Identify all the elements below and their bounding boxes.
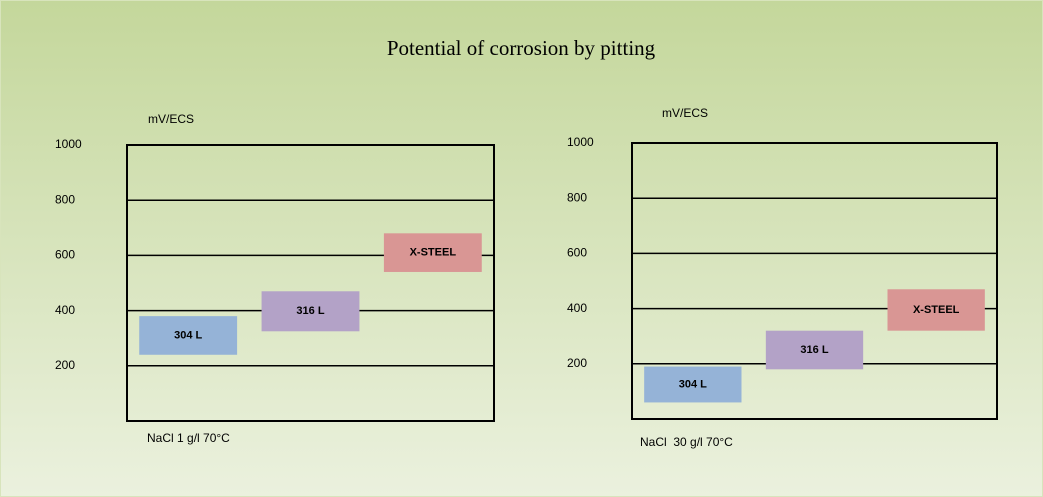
- y-tick-label: 800: [55, 192, 75, 206]
- bar-label: 304 L: [679, 378, 707, 390]
- y-tick-label: 800: [567, 190, 587, 204]
- y-axis-label: mV/ECS: [662, 106, 708, 120]
- bar-label: 316 L: [296, 305, 324, 317]
- y-tick-label: 1000: [55, 137, 82, 151]
- y-tick-label: 200: [567, 356, 587, 370]
- bar: [261, 291, 360, 332]
- bar-label: 316 L: [800, 344, 828, 356]
- y-tick-label: 600: [567, 246, 587, 260]
- bar-label: X-STEEL: [913, 304, 960, 316]
- x-axis-label: NaCl 1 g/l 70°C: [147, 431, 230, 445]
- bar: [383, 233, 482, 272]
- bar-label: X-STEEL: [410, 247, 457, 259]
- bar: [139, 316, 238, 355]
- y-tick-label: 400: [55, 303, 75, 317]
- y-tick-label: 600: [55, 248, 75, 262]
- x-axis-label: NaCl 30 g/l 70°C: [640, 435, 733, 449]
- bar-label: 304 L: [174, 329, 202, 341]
- chart-title: Potential of corrosion by pitting: [387, 36, 656, 60]
- y-tick-label: 200: [55, 358, 75, 372]
- bar: [765, 330, 864, 370]
- bar: [887, 289, 985, 331]
- y-axis-label: mV/ECS: [148, 112, 194, 126]
- plot-frame: [631, 142, 998, 420]
- y-tick-label: 400: [567, 301, 587, 315]
- plot-frame: [126, 144, 495, 422]
- y-tick-label: 1000: [567, 135, 594, 149]
- bar: [644, 366, 742, 403]
